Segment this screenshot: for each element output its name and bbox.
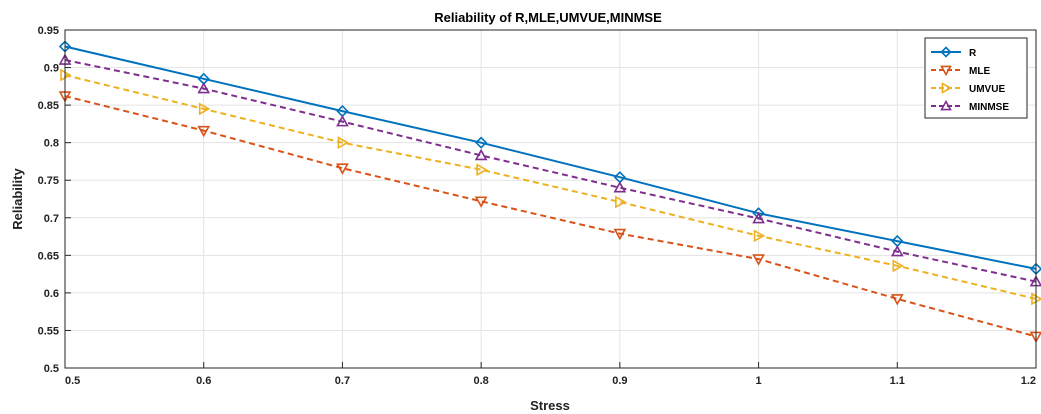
y-tick-label: 0.7 bbox=[44, 213, 59, 225]
marker-umvue bbox=[615, 195, 627, 209]
series-minmse bbox=[58, 53, 1041, 287]
series-line-minmse bbox=[64, 59, 1037, 283]
marker-mle bbox=[752, 254, 765, 266]
marker-mle bbox=[197, 125, 211, 138]
legend: R MLE UMVUE MINMSE bbox=[924, 37, 1028, 119]
y-ticks: 0.5 0.55 0.6 0.65 0.7 0.75 0.8 0.85 0.9 0.95 bbox=[38, 25, 71, 375]
legend-label-umvue: UMVUE bbox=[969, 84, 1005, 95]
marker-mle bbox=[336, 163, 349, 175]
series-line-mle bbox=[64, 95, 1037, 338]
x-tick-label: 0.6 bbox=[196, 375, 211, 387]
x-tick-label: 1.1 bbox=[890, 375, 905, 387]
legend-marker-r bbox=[940, 46, 952, 58]
x-ticks: 0.5 0.6 0.7 0.8 0.9 1 1.1 1.2 bbox=[64, 362, 1037, 387]
marker-mle bbox=[613, 228, 627, 241]
marker-mle bbox=[474, 196, 488, 208]
marker-minmse bbox=[336, 114, 349, 127]
y-tick-label: 0.85 bbox=[38, 100, 59, 112]
y-axis-label: Reliability bbox=[10, 168, 25, 230]
legend-label-minmse: MINMSE bbox=[969, 102, 1009, 113]
marker-umvue bbox=[753, 229, 766, 243]
y-tick-label: 0.8 bbox=[44, 138, 59, 150]
marker-minmse bbox=[890, 244, 904, 257]
x-tick-label: 0.8 bbox=[473, 375, 488, 387]
legend-marker-minmse bbox=[940, 99, 952, 111]
x-tick-label: 0.9 bbox=[612, 375, 627, 387]
y-tick-label: 0.9 bbox=[44, 63, 59, 75]
legend-label-r: R bbox=[969, 48, 977, 59]
y-tick-label: 0.55 bbox=[38, 325, 59, 337]
marker-mle bbox=[890, 294, 904, 306]
marker-minmse bbox=[613, 181, 627, 193]
plot-frame bbox=[64, 29, 1037, 369]
y-tick-label: 0.5 bbox=[44, 363, 59, 375]
x-tick-label: 1 bbox=[756, 375, 762, 387]
marker-r bbox=[475, 136, 488, 149]
marker-minmse bbox=[752, 211, 765, 224]
series-line-r bbox=[64, 45, 1037, 270]
x-tick-label: 0.5 bbox=[65, 375, 80, 387]
series-layer bbox=[58, 40, 1041, 344]
series-r bbox=[58, 40, 1041, 275]
y-tick-label: 0.6 bbox=[44, 288, 59, 300]
series-mle bbox=[58, 91, 1041, 344]
series-line-umvue bbox=[64, 74, 1037, 300]
legend-label-mle: MLE bbox=[969, 66, 990, 77]
legend-marker-umvue bbox=[941, 82, 953, 94]
marker-umvue bbox=[198, 102, 211, 116]
marker-umvue bbox=[476, 163, 488, 177]
marker-umvue bbox=[337, 136, 350, 150]
y-tick-label: 0.75 bbox=[38, 175, 59, 187]
y-tick-label: 0.95 bbox=[38, 25, 59, 37]
marker-minmse bbox=[474, 148, 488, 161]
y-tick-label: 0.65 bbox=[38, 250, 59, 262]
x-tick-label: 0.7 bbox=[335, 375, 350, 387]
x-tick-label: 1.2 bbox=[1021, 375, 1036, 387]
chart-title: Reliability of R,MLE,UMVUE,MINMSE bbox=[434, 10, 662, 25]
marker-minmse bbox=[197, 81, 211, 94]
marker-umvue bbox=[892, 259, 904, 273]
legend-marker-mle bbox=[940, 65, 952, 77]
x-axis-label: Stress bbox=[530, 398, 570, 413]
